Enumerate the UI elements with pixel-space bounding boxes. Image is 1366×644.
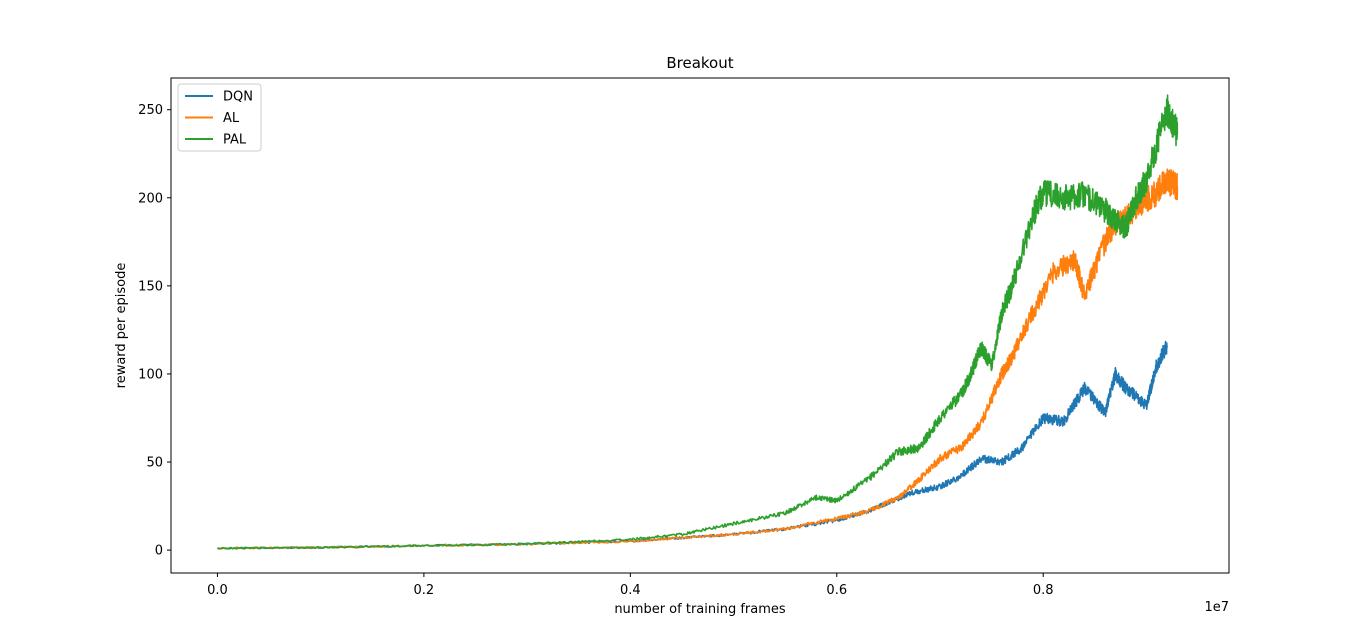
x-tick-label: 0.6 [826,583,847,598]
x-tick-label: 0.8 [1033,583,1054,598]
series-line-dqn [217,340,1168,550]
series-line-pal [217,94,1179,550]
plot-frame [170,77,1230,574]
y-tick-label: 100 [138,367,163,382]
x-axis-offset-label: 1e7 [1204,600,1229,615]
y-tick-label: 150 [138,279,163,294]
y-tick-label: 50 [146,456,163,471]
x-axis-label: number of training frames [614,602,786,617]
legend-label-al: AL [223,111,240,126]
series-line-al [217,168,1179,550]
y-axis-label: reward per episode [114,263,129,389]
x-tick-label: 0.4 [620,583,641,598]
x-tick-label: 0.2 [414,583,435,598]
y-tick-label: 250 [138,103,163,118]
plot-area [217,94,1179,550]
axis-ticks: 0.0 0.2 0.4 0.6 0.8 0 50 100 150 200 250 [138,103,1053,598]
legend-label-dqn: DQN [223,90,253,105]
y-tick-label: 200 [138,191,163,206]
legend-label-pal: PAL [223,133,247,148]
chart-title: Breakout [666,54,733,72]
legend-box [177,83,262,152]
y-tick-label: 0 [155,544,163,559]
x-tick-label: 0.0 [207,583,228,598]
legend: DQN AL PAL [177,83,262,152]
